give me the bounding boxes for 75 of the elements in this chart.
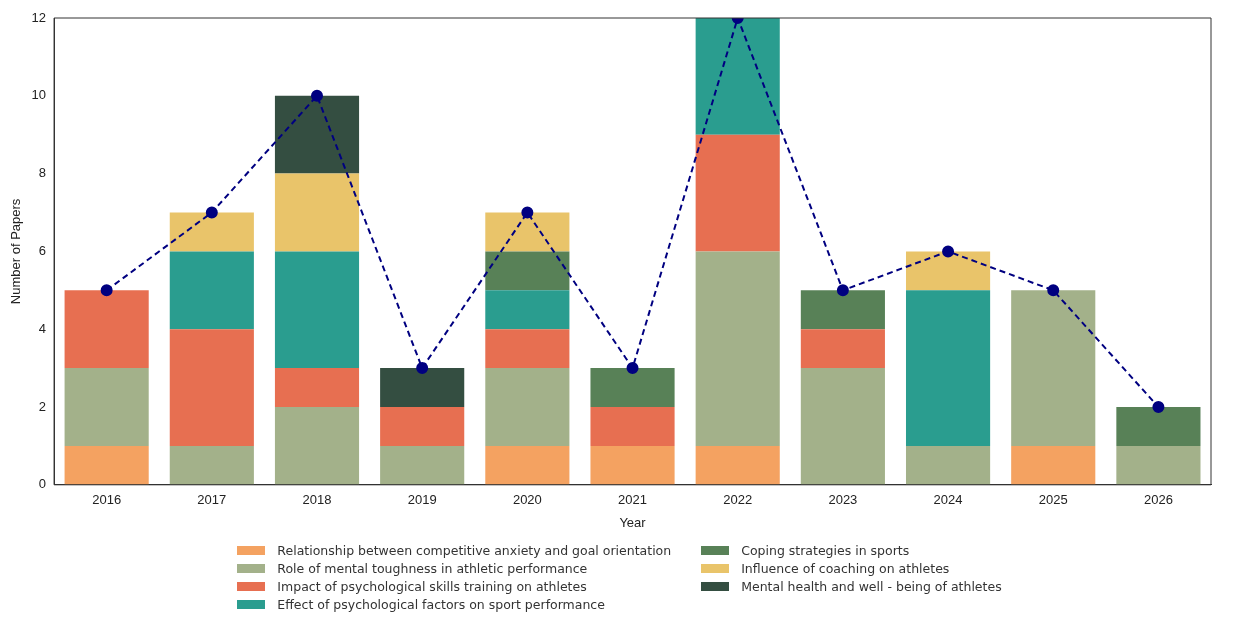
bar [274, 368, 360, 407]
bar [1011, 445, 1096, 485]
bar [485, 212, 570, 252]
bar [169, 251, 254, 330]
point [311, 89, 323, 102]
legend-label: Effect of psychological factors on sport performance [277, 596, 605, 612]
bar [905, 251, 991, 291]
y-tick-label: 6 [38, 242, 47, 258]
legend-label: Role of mental toughness in athletic performance [277, 560, 588, 576]
bar [800, 368, 885, 485]
bar [64, 368, 149, 446]
bar [380, 445, 465, 485]
bar [485, 368, 570, 446]
y-axis-title: Number of Papers [8, 198, 24, 305]
bar [274, 407, 360, 485]
bar [905, 290, 991, 446]
legend-label: Influence of coaching on athletes [741, 560, 950, 576]
x-tick-label: 2020 [512, 492, 542, 508]
y-tick-label: 12 [31, 9, 47, 25]
y-tick-label: 0 [38, 476, 47, 492]
bar [485, 445, 570, 485]
bar [695, 251, 780, 446]
bar [1116, 445, 1201, 485]
bar [274, 173, 360, 252]
bar [380, 407, 465, 446]
point [205, 206, 218, 219]
bar [64, 290, 149, 369]
bar [485, 290, 570, 330]
bar [1011, 290, 1096, 446]
bar [590, 407, 675, 446]
bar [169, 329, 254, 446]
x-tick-label: 2023 [828, 492, 858, 508]
y-tick-label: 2 [38, 398, 47, 414]
legend-label: Coping strategies in sports [741, 542, 910, 558]
bar [800, 329, 885, 369]
bar [380, 368, 465, 407]
legend-label: Impact of psychological skills training on athletes [277, 578, 587, 594]
bar [905, 445, 991, 485]
bar [169, 212, 254, 252]
point [100, 284, 113, 297]
bar [1116, 407, 1201, 446]
x-tick-label: 2017 [197, 492, 227, 508]
bar [695, 445, 780, 485]
bar [64, 445, 149, 485]
bar [590, 368, 675, 407]
point [942, 245, 955, 258]
y-tick-label: 8 [38, 165, 47, 181]
legend-label: Relationship between competitive anxiety and goal orientation [277, 542, 672, 558]
x-tick-label: 2021 [618, 492, 647, 508]
bar [485, 329, 570, 369]
x-tick-label: 2019 [407, 492, 437, 508]
legend-label: Mental health and well - being of athletes [741, 578, 1002, 594]
x-axis-title: Year [619, 514, 647, 530]
point [1047, 284, 1060, 297]
bar [274, 95, 360, 174]
bar [695, 18, 780, 135]
bar [695, 134, 780, 252]
x-tick-label: 2016 [92, 492, 122, 508]
bar [169, 445, 254, 485]
x-tick-label: 2026 [1143, 492, 1173, 508]
x-tick-label: 2022 [723, 492, 753, 508]
point [836, 284, 849, 297]
y-tick-label: 10 [31, 87, 47, 103]
x-tick-label: 2025 [1038, 492, 1068, 508]
x-tick-label: 2024 [933, 492, 963, 508]
point [1152, 401, 1165, 413]
point [521, 206, 534, 219]
point [626, 362, 639, 375]
bar [800, 290, 885, 330]
bar [590, 445, 675, 485]
y-tick-label: 4 [38, 320, 47, 336]
x-tick-label: 2018 [302, 492, 332, 508]
bar [274, 251, 360, 369]
point [416, 362, 429, 375]
bar [485, 251, 570, 291]
